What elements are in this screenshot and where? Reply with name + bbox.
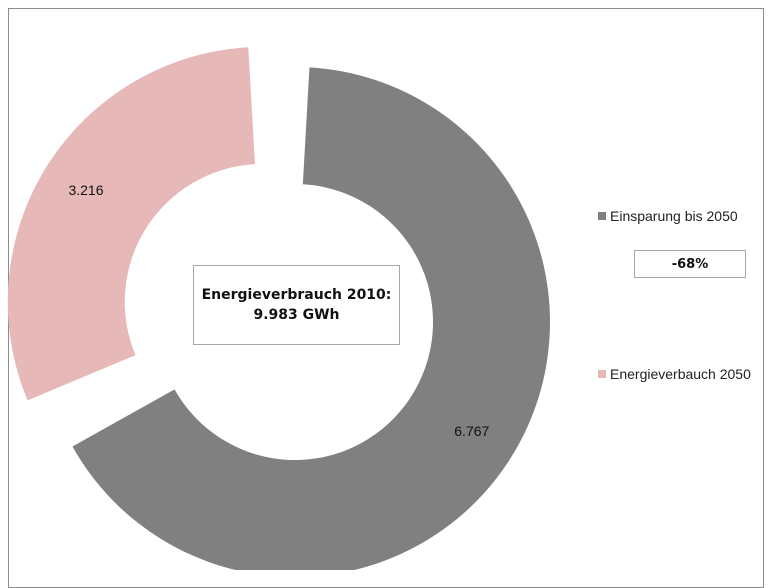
donut-slice-1 (72, 67, 550, 570)
legend-label-energieverbrauch: Energieverbauch 2050 (610, 366, 751, 382)
savings-percent-label: -68% (671, 256, 709, 272)
donut-chart: 6.767 3.216 (7, 47, 550, 570)
legend-label-einsparung: Einsparung bis 2050 (610, 208, 738, 224)
legend-item-einsparung: Einsparung bis 2050 (598, 208, 738, 224)
center-total-box: Energieverbrauch 2010: 9.983 GWh (193, 265, 400, 345)
legend-swatch-energieverbrauch (598, 370, 606, 378)
center-total-value: 9.983 GWh (253, 307, 340, 323)
legend-item-energieverbrauch: Energieverbauch 2050 (598, 366, 751, 382)
center-total-title: Energieverbrauch 2010: (201, 287, 392, 303)
data-label-2: 3.216 (68, 182, 103, 198)
savings-percent-box: -68% (634, 250, 746, 278)
data-label-1: 6.767 (454, 423, 489, 439)
legend-swatch-einsparung (598, 212, 606, 220)
donut-slice-2 (7, 47, 255, 401)
